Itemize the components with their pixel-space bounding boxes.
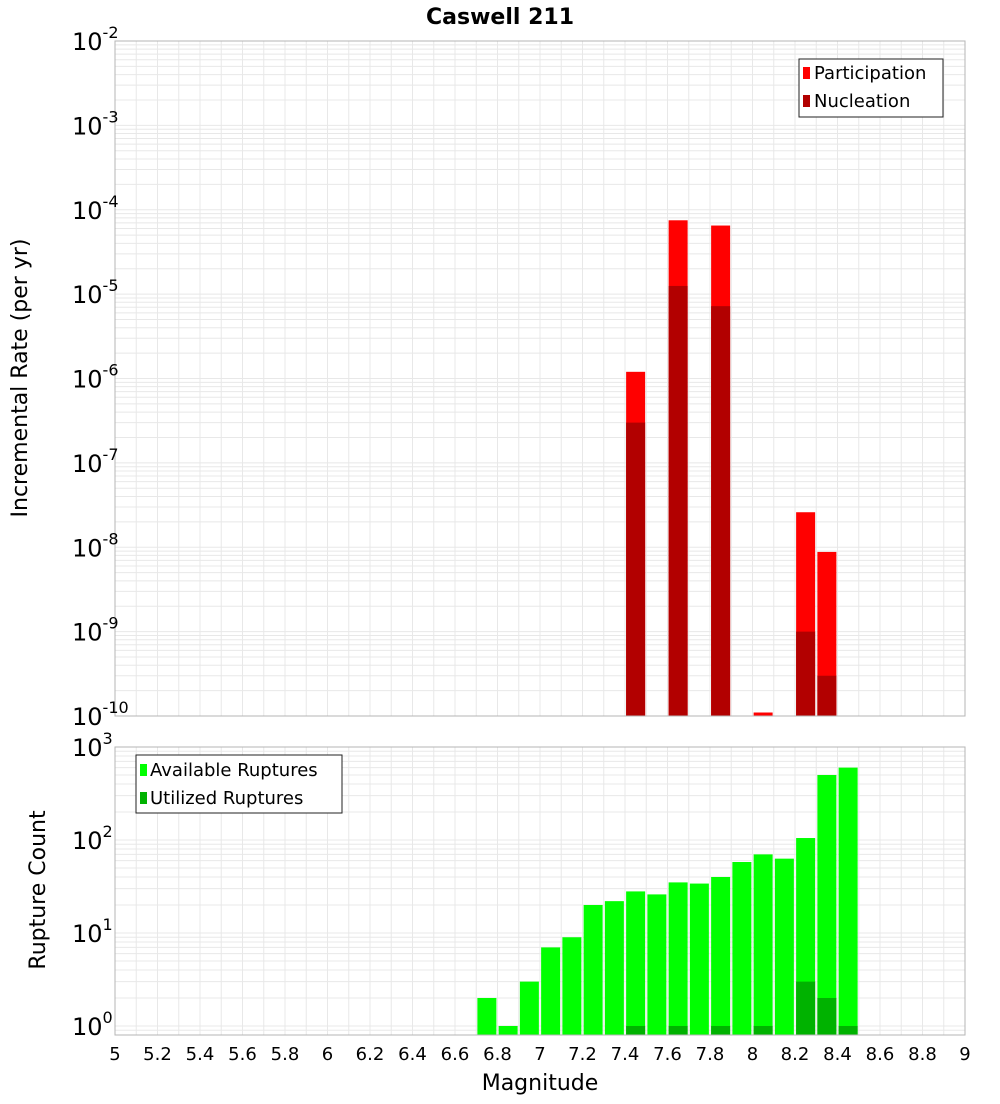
bar-utilized-ruptures <box>668 1025 688 1035</box>
top-y-tick-label: 10-4 <box>72 192 119 225</box>
x-tick-label: 8 <box>747 1044 758 1065</box>
bar-available-ruptures <box>583 904 603 1035</box>
bar-available-ruptures <box>562 937 582 1035</box>
bottom-plot-border <box>114 746 966 1036</box>
top-y-tick-label: 10-10 <box>72 698 129 731</box>
chart-title: Caswell 211 <box>426 5 574 30</box>
x-tick-label: 8.6 <box>866 1044 895 1065</box>
bar-available-ruptures <box>626 891 646 1035</box>
bar-nucleation <box>626 422 646 716</box>
bar-utilized-ruptures <box>838 1025 858 1035</box>
top-y-tick-label: 10-9 <box>72 614 119 647</box>
x-tick-label: 8.2 <box>781 1044 810 1065</box>
x-tick-label: 6 <box>322 1044 333 1065</box>
x-tick-label: 5.4 <box>186 1044 215 1065</box>
x-tick-label: 7.2 <box>568 1044 597 1065</box>
legend-label: Available Ruptures <box>150 760 318 781</box>
bar-nucleation <box>817 675 837 716</box>
legend-label: Utilized Ruptures <box>150 788 303 809</box>
x-tick-label: 6.6 <box>441 1044 470 1065</box>
top-y-axis-label: Incremental Rate (per yr) <box>8 239 33 518</box>
top-y-tick-label: 10-3 <box>72 107 119 140</box>
bottom-y-tick-label: 100 <box>72 1008 113 1041</box>
top-y-tick-label: 10-6 <box>72 361 119 394</box>
top-y-tick-label: 10-7 <box>72 445 119 478</box>
bar-available-ruptures <box>668 882 688 1035</box>
x-tick-label: 9 <box>959 1044 970 1065</box>
legend-swatch <box>140 764 147 776</box>
bottom-y-tick-label: 101 <box>72 915 113 948</box>
x-tick-label: 6.8 <box>483 1044 512 1065</box>
bar-available-ruptures <box>498 1025 518 1035</box>
bar-nucleation <box>668 285 688 716</box>
bar-available-ruptures <box>774 858 794 1035</box>
legend-swatch <box>803 67 810 79</box>
x-tick-label: 7.8 <box>696 1044 725 1065</box>
x-tick-label: 7.4 <box>611 1044 640 1065</box>
bar-utilized-ruptures <box>626 1025 646 1035</box>
top-plot-border <box>114 40 966 717</box>
bar-available-ruptures <box>477 997 497 1035</box>
x-tick-label: 7.6 <box>653 1044 682 1065</box>
bar-available-ruptures <box>519 981 539 1035</box>
bar-utilized-ruptures <box>711 1025 731 1035</box>
bar-participation <box>753 712 773 716</box>
bar-available-ruptures <box>647 894 667 1035</box>
x-axis-label: Magnitude <box>482 1071 599 1096</box>
bar-participation <box>817 551 837 716</box>
legend-swatch <box>140 792 147 804</box>
x-tick-label: 7 <box>534 1044 545 1065</box>
x-tick-label: 5 <box>109 1044 120 1065</box>
legend-label: Participation <box>814 63 926 84</box>
legend-swatch <box>803 95 810 107</box>
legend-label: Nucleation <box>814 91 910 112</box>
bottom-y-tick-label: 103 <box>72 729 113 762</box>
x-tick-label: 5.8 <box>271 1044 300 1065</box>
bar-utilized-ruptures <box>796 981 816 1035</box>
bar-nucleation <box>711 306 731 716</box>
top-y-tick-label: 10-8 <box>72 529 119 562</box>
bar-nucleation <box>796 631 816 716</box>
x-tick-label: 5.6 <box>228 1044 257 1065</box>
bottom-y-tick-label: 102 <box>72 822 113 855</box>
top-y-tick-label: 10-5 <box>72 276 119 309</box>
bar-available-ruptures <box>732 861 752 1035</box>
bottom-y-axis-label: Rupture Count <box>26 810 51 970</box>
bar-available-ruptures <box>838 767 858 1035</box>
x-tick-label: 6.4 <box>398 1044 427 1065</box>
bar-utilized-ruptures <box>817 997 837 1035</box>
x-tick-label: 6.2 <box>356 1044 385 1065</box>
bar-utilized-ruptures <box>753 1025 773 1035</box>
x-tick-label: 8.4 <box>823 1044 852 1065</box>
bar-available-ruptures <box>753 854 773 1035</box>
bar-available-ruptures <box>711 877 731 1035</box>
top-y-tick-label: 10-2 <box>72 23 119 56</box>
bar-available-ruptures <box>689 883 709 1035</box>
bar-available-ruptures <box>604 901 624 1035</box>
top-legend-box <box>798 58 944 118</box>
x-tick-label: 5.2 <box>143 1044 172 1065</box>
bar-available-ruptures <box>817 774 837 1035</box>
bottom-legend-box <box>135 754 343 814</box>
x-tick-label: 8.8 <box>908 1044 937 1065</box>
bar-available-ruptures <box>541 947 561 1035</box>
